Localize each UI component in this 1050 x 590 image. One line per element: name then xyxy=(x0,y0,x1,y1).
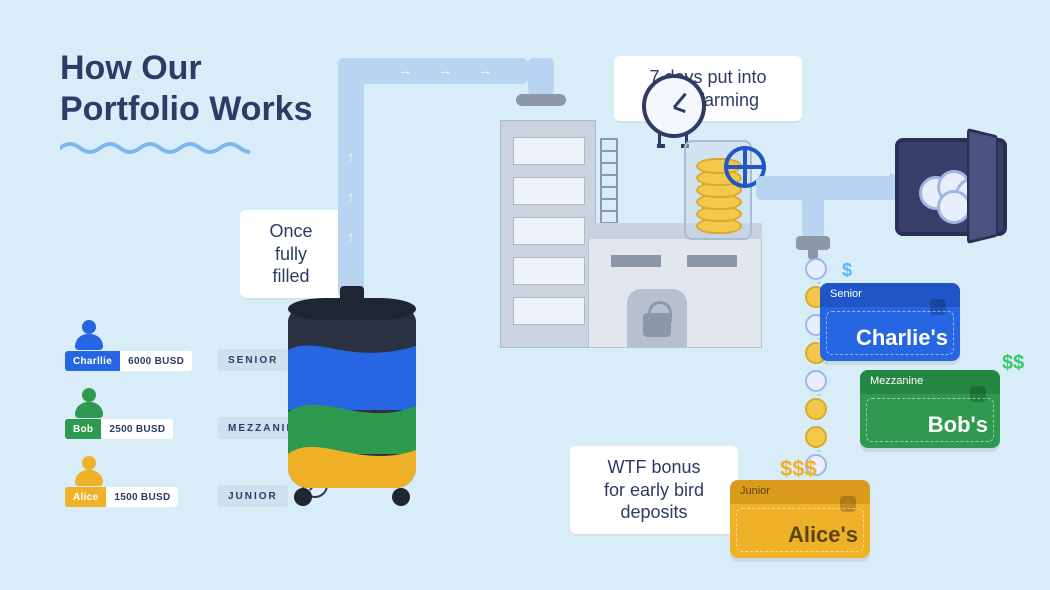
tank xyxy=(288,298,416,498)
wallet-tier-label: Senior xyxy=(830,288,862,300)
tank-foot xyxy=(392,488,410,506)
clock-stand xyxy=(658,132,688,146)
pipe-to-safe xyxy=(756,176,902,200)
person-icon xyxy=(75,320,103,354)
infographic-stage: How Our Portfolio Works Oncefullyfilled … xyxy=(0,0,1050,590)
person-icon xyxy=(75,388,103,422)
tank-body xyxy=(288,308,416,488)
payout-dollar: $ xyxy=(842,260,852,281)
page-title: How Our Portfolio Works xyxy=(60,48,313,130)
safe xyxy=(895,138,1007,236)
tier-label: SENIOR xyxy=(218,349,288,371)
pipe-down xyxy=(802,200,824,240)
tank-foot xyxy=(294,488,312,506)
wallet-owner: Alice's xyxy=(788,522,858,548)
payout-dollar: $$ xyxy=(1002,352,1024,375)
callout-once-filled: Oncefullyfilled xyxy=(240,210,342,298)
wallet-tier-label: Mezzanine xyxy=(870,375,923,387)
wallet-senior: Senior Charlie's xyxy=(820,283,960,361)
factory-shed xyxy=(588,238,762,348)
wallet-owner: Charlie's xyxy=(856,325,948,351)
depositor-name: Bob xyxy=(65,419,101,439)
wallet-junior: Junior Alice's xyxy=(730,480,870,558)
depositor-chip: Charllie 6000 BUSD xyxy=(65,351,192,371)
clock-icon xyxy=(642,74,706,138)
payout-dollar: $$$ xyxy=(780,456,817,482)
depositor-amount: 6000 BUSD xyxy=(120,351,192,371)
wallet-mezz: Mezzanine Bob's xyxy=(860,370,1000,448)
person-icon xyxy=(75,456,103,490)
depositor-name: Charllie xyxy=(65,351,120,371)
title-line1: How Our xyxy=(60,49,202,87)
pipe-horizontal: → → → xyxy=(338,58,528,84)
factory-tower xyxy=(500,120,596,348)
depositor-amount: 1500 BUSD xyxy=(106,487,178,507)
depositor-chip: Bob 2500 BUSD xyxy=(65,419,173,439)
callout-bonus: WTF bonusfor early birddeposits xyxy=(570,446,738,534)
lock-icon xyxy=(643,313,671,337)
factory xyxy=(470,88,760,348)
depositor-chip: Alice 1500 BUSD xyxy=(65,487,178,507)
pipe-vertical: ↑ ↑ ↑ xyxy=(338,58,364,298)
wallet-tier-label: Junior xyxy=(740,485,770,497)
faucet-icon xyxy=(796,236,830,250)
tier-label: JUNIOR xyxy=(218,485,288,507)
depositor-name: Alice xyxy=(65,487,106,507)
safe-door xyxy=(967,128,998,244)
tank-layer-junior xyxy=(288,438,416,488)
title-underline xyxy=(60,140,250,156)
tank-cap xyxy=(288,298,416,320)
depositor-amount: 2500 BUSD xyxy=(101,419,173,439)
wallet-owner: Bob's xyxy=(928,412,988,438)
title-line2: Portfolio Works xyxy=(60,90,313,128)
pipe-elbow-left xyxy=(338,58,364,84)
